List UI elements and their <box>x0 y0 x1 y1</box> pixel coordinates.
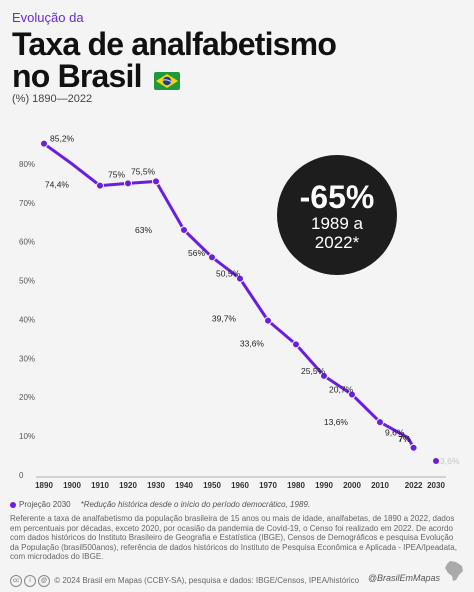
projection-point <box>432 457 440 465</box>
page-title: Taxa de analfabetismo no Brasil <box>12 26 337 95</box>
y-tick-label: 20% <box>19 393 35 402</box>
y-tick-label: 70% <box>19 199 35 208</box>
y-tick-label: 0 <box>19 471 24 480</box>
data-point <box>376 418 384 427</box>
x-tick-label: 1960 <box>231 481 249 490</box>
x-tick-label: 1890 <box>35 481 53 490</box>
legend: Projeção 2030 *Redução histórica desde o … <box>10 500 310 509</box>
y-axis: 80% 70% 60% 50% 40% 30% 20% 10% 0 <box>19 160 446 480</box>
x-tick-label: 1980 <box>287 481 305 490</box>
title-line-2-text: no Brasil <box>12 58 143 94</box>
y-tick-label: 80% <box>19 160 35 169</box>
data-point <box>320 371 328 380</box>
y-tick-label: 50% <box>19 277 35 286</box>
x-axis: 1890 1900 1910 1920 1930 1940 1950 1960 1970 1980… <box>35 481 445 490</box>
line-chart: 80% 70% 60% 50% 40% 30% 20% 10% 0 1890 1900 1910 19… <box>19 134 460 490</box>
data-label: 75% <box>108 169 125 179</box>
data-point <box>348 390 356 399</box>
x-tick-label: 2022 <box>405 481 423 490</box>
x-tick-label: 1930 <box>147 481 165 490</box>
x-tick-label: 2010 <box>371 481 389 490</box>
legend-projection: Projeção 2030 <box>19 500 71 509</box>
data-label: 33,6% <box>240 338 265 348</box>
data-label: 74,4% <box>45 180 70 190</box>
badge-value: -65% <box>300 179 375 215</box>
data-point <box>292 340 300 349</box>
y-tick-label: 40% <box>19 315 35 324</box>
data-label: 13,6% <box>324 417 349 427</box>
title-line-2: no Brasil <box>12 60 336 95</box>
brazil-flag-icon <box>153 63 180 95</box>
x-tick-label: 2000 <box>343 481 361 490</box>
data-label: 7% <box>398 434 411 444</box>
badge-line-1: 1989 a <box>311 214 364 233</box>
reduction-badge: -65% 1989 a 2022* <box>277 155 397 275</box>
brazil-map-icon <box>444 560 464 587</box>
data-label: 3,6% <box>440 456 460 466</box>
data-point <box>180 226 188 234</box>
badge-line-2: 2022* <box>315 233 360 252</box>
data-labels: 85,2% 74,4% 75% 75,5% 63% 56% 50,5% 39,7% 33,6% 2… <box>45 134 460 466</box>
projection-dot-icon <box>10 501 16 508</box>
unit-label: (%) 1890—2022 <box>12 93 93 105</box>
x-tick-label: 1970 <box>259 481 277 490</box>
data-label: 9,6% <box>385 428 405 438</box>
data-point <box>264 316 272 325</box>
by-icon: i <box>24 575 36 587</box>
badge-circle <box>277 155 397 275</box>
data-label: 85,2% <box>50 134 75 144</box>
data-point <box>40 139 48 148</box>
x-tick-label: 2030 <box>427 481 445 490</box>
eyebrow: Evolução da <box>12 10 84 25</box>
x-tick-label: 1990 <box>315 481 333 490</box>
data-label: 39,7% <box>212 314 237 324</box>
data-point <box>124 179 132 188</box>
data-point <box>96 181 104 190</box>
cc-icon: cc <box>10 575 22 587</box>
copyright: © 2024 Brasil em Mapas (CCBY-SA), pesqui… <box>54 576 360 586</box>
x-tick-label: 1900 <box>63 481 81 490</box>
data-label: 56% <box>188 248 205 258</box>
x-tick-label: 1950 <box>203 481 221 490</box>
data-label: 50,5% <box>216 269 241 279</box>
x-tick-label: 1920 <box>119 481 137 490</box>
footer: cc i @ © 2024 Brasil em Mapas (CCBY-SA), p… <box>10 575 359 587</box>
data-label: 75,5% <box>131 166 156 176</box>
data-label: 63% <box>135 225 152 235</box>
data-point <box>236 274 244 283</box>
x-tick-label: 1940 <box>175 481 193 490</box>
legend-note: *Redução histórica desde o início do per… <box>80 500 311 509</box>
description: Referente a taxa de analfabetismo da pop… <box>10 514 457 561</box>
data-label: 25,5% <box>301 366 326 376</box>
series-points <box>40 139 440 465</box>
y-tick-label: 10% <box>19 432 35 441</box>
data-label: 20,7% <box>329 385 354 395</box>
sa-icon: @ <box>38 575 50 587</box>
data-point <box>208 253 216 262</box>
y-tick-label: 60% <box>19 238 35 247</box>
data-point <box>409 443 418 452</box>
data-point <box>152 177 160 186</box>
y-tick-label: 30% <box>19 354 35 363</box>
handle: @BrasilEmMapas <box>367 573 440 583</box>
x-tick-label: 1910 <box>91 481 109 490</box>
title-line-1: Taxa de analfabetismo <box>12 26 337 62</box>
